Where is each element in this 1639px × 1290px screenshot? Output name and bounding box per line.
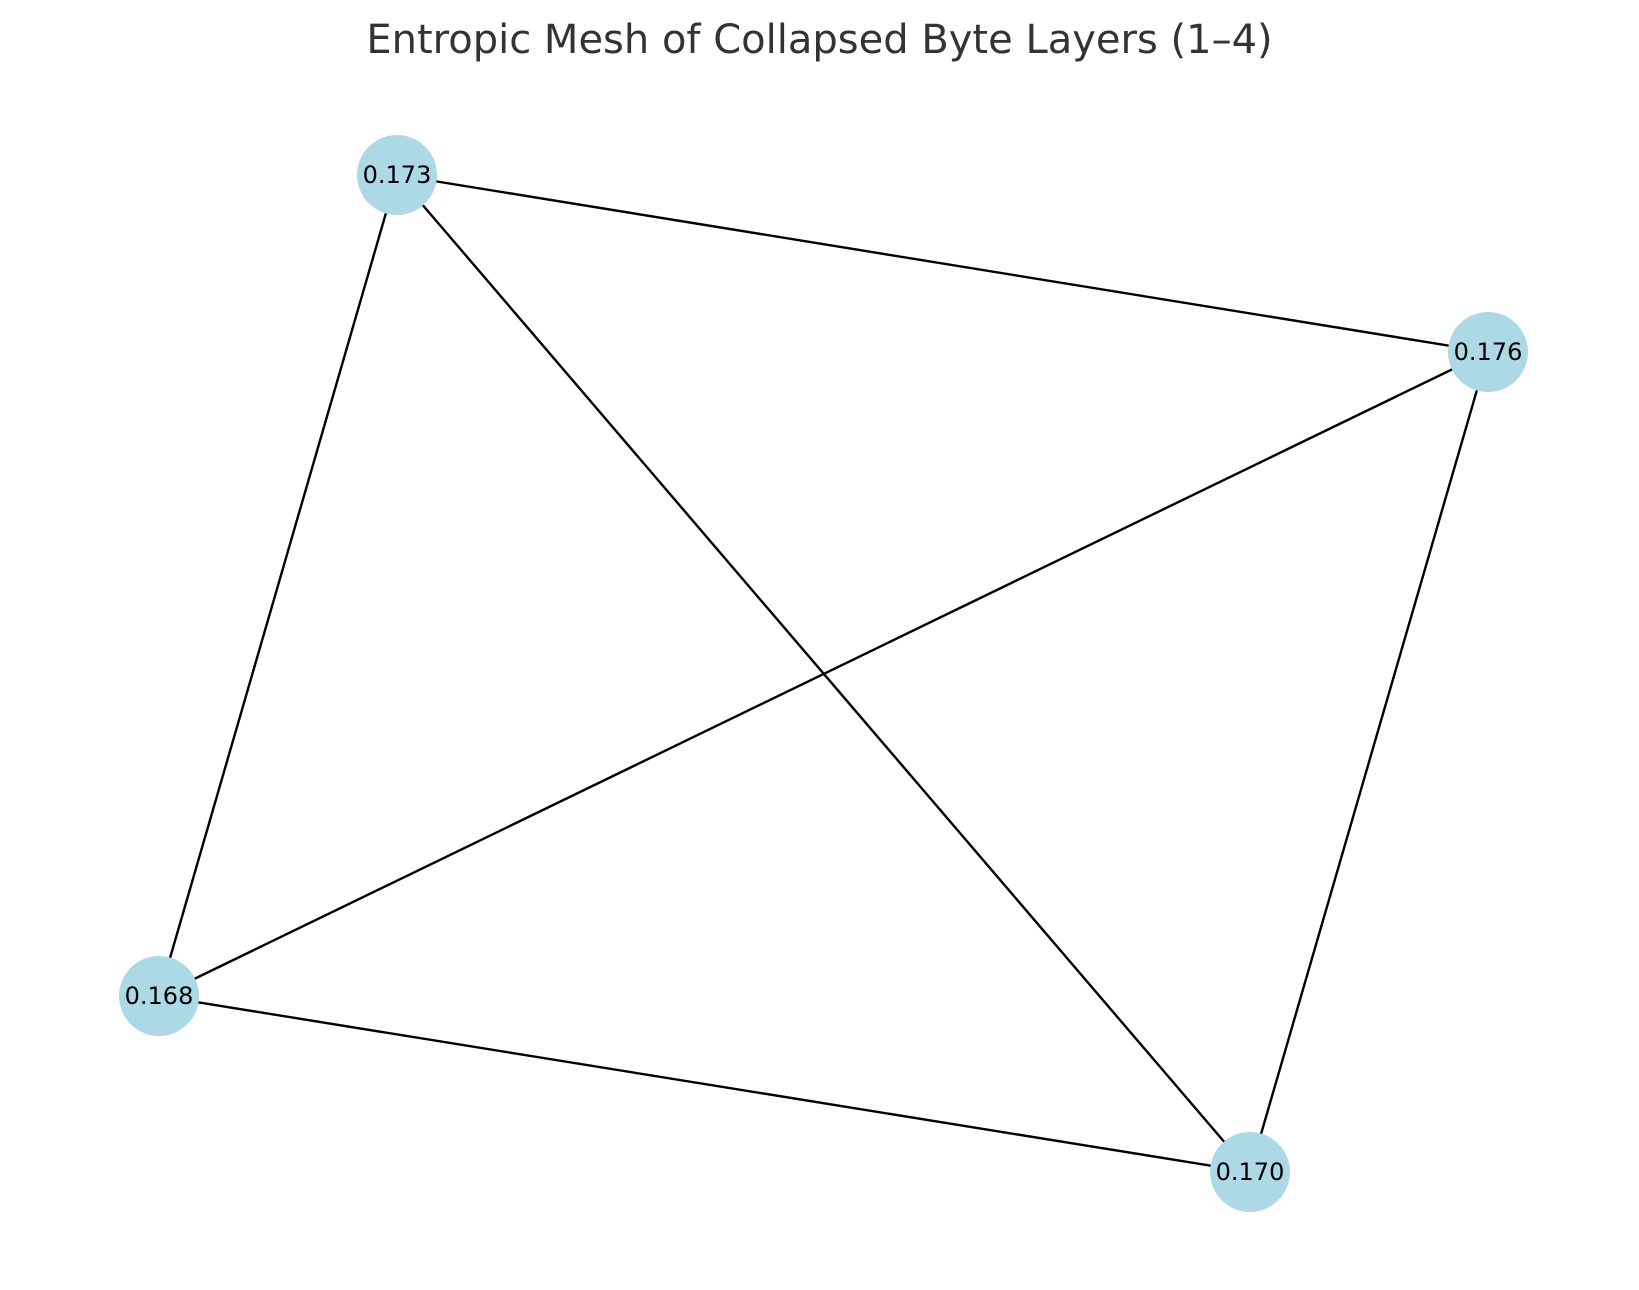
- edge-n2-n3: [157, 350, 1490, 998]
- node-n1: 0.173: [357, 135, 437, 215]
- edge-layer: [157, 173, 1490, 1174]
- node-layer: 0.173 0.176 0.168 0.170: [119, 135, 1528, 1212]
- node-circle: [119, 956, 199, 1036]
- diagram-title: Entropic Mesh of Collapsed Byte Layers (…: [366, 17, 1272, 63]
- node-n3: 0.168: [119, 956, 199, 1036]
- node-circle: [1448, 312, 1528, 392]
- node-label: 0.176: [1454, 338, 1523, 366]
- node-n2: 0.176: [1448, 312, 1528, 392]
- node-label: 0.170: [1216, 1158, 1285, 1186]
- edge-n3-n4: [157, 994, 1252, 1174]
- node-label: 0.168: [125, 982, 194, 1010]
- edge-n2-n4: [1248, 350, 1490, 1174]
- edge-n1-n2: [395, 173, 1490, 354]
- node-circle: [1210, 1132, 1290, 1212]
- node-label: 0.173: [363, 161, 432, 189]
- edge-n1-n3: [157, 173, 399, 998]
- node-n4: 0.170: [1210, 1132, 1290, 1212]
- node-circle: [357, 135, 437, 215]
